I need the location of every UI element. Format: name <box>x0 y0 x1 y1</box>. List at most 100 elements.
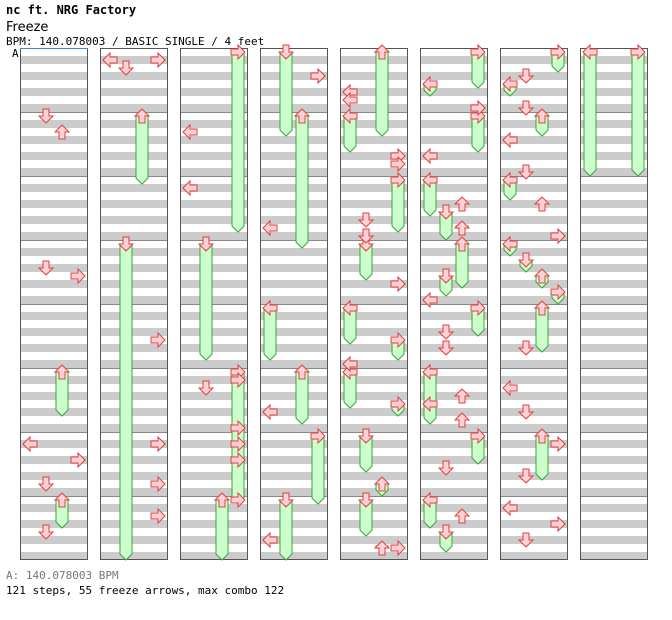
beat-stripe <box>20 168 88 176</box>
freeze-arrow-body <box>631 51 645 177</box>
bpm-marker-line <box>20 48 88 49</box>
beat-stripe <box>180 200 248 208</box>
beat-stripe <box>260 520 328 528</box>
beat-stripe <box>20 120 88 128</box>
freeze-arrow-head <box>422 363 438 381</box>
step-arrow <box>102 51 118 69</box>
freeze-arrow-body <box>311 435 325 505</box>
beat-stripe <box>580 232 648 240</box>
step-arrow <box>53 124 71 140</box>
beat-stripe <box>180 184 248 192</box>
beat-stripe <box>260 424 328 432</box>
freeze-arrow-head <box>422 171 438 189</box>
beat-stripe <box>100 104 168 112</box>
step-arrow <box>437 340 455 356</box>
beat-stripe <box>340 216 408 224</box>
beat-stripe <box>580 296 648 304</box>
freeze-arrow-head <box>197 236 215 252</box>
beat-stripe <box>180 312 248 320</box>
freeze-arrow-head <box>453 220 471 236</box>
beat-stripe <box>500 344 568 352</box>
beat-stripe <box>20 248 88 256</box>
step-arrow <box>390 275 406 293</box>
beat-stripe <box>340 200 408 208</box>
freeze-arrow-head <box>437 268 455 284</box>
beat-stripe <box>500 456 568 464</box>
beat-stripe <box>340 232 408 240</box>
beat-stripe <box>260 456 328 464</box>
beat-stripe <box>340 88 408 96</box>
beat-stripe <box>180 360 248 368</box>
beat-stripe <box>260 120 328 128</box>
freeze-arrow-head <box>373 44 391 60</box>
beat-stripe <box>340 440 408 448</box>
beat-stripe <box>420 200 488 208</box>
beat-stripe <box>260 488 328 496</box>
beat-stripe <box>260 152 328 160</box>
beat-stripe <box>260 216 328 224</box>
step-arrow <box>262 219 278 237</box>
beat-stripe <box>20 136 88 144</box>
step-arrow <box>150 435 166 453</box>
freeze-arrow-body <box>135 115 149 185</box>
beat-stripe <box>20 56 88 64</box>
beat-stripe <box>500 184 568 192</box>
beat-stripe <box>100 88 168 96</box>
freeze-arrow-head <box>53 364 71 380</box>
beat-stripe <box>500 104 568 112</box>
freeze-arrow-head <box>277 492 295 508</box>
freeze-arrow-head <box>630 43 646 61</box>
freeze-arrow-head <box>533 268 551 284</box>
freeze-arrow-head <box>117 236 135 252</box>
step-arrow <box>182 123 198 141</box>
freeze-arrow-head <box>310 427 326 445</box>
beat-stripe <box>420 56 488 64</box>
beat-stripe <box>20 72 88 80</box>
freeze-arrow-body <box>375 51 389 137</box>
beat-stripe <box>580 184 648 192</box>
beat-stripe <box>180 296 248 304</box>
beat-stripe <box>580 456 648 464</box>
beat-stripe <box>100 504 168 512</box>
beat-stripe <box>180 472 248 480</box>
beat-stripe <box>20 312 88 320</box>
step-arrow <box>550 515 566 533</box>
beat-stripe <box>500 424 568 432</box>
beat-stripe <box>180 56 248 64</box>
freeze-arrow-head <box>502 235 518 253</box>
beat-stripe <box>500 360 568 368</box>
step-arrow <box>422 147 438 165</box>
step-arrow <box>342 355 358 373</box>
beat-stripe <box>420 312 488 320</box>
beat-stripe <box>580 472 648 480</box>
freeze-arrow-head <box>342 299 358 317</box>
beat-stripe <box>580 504 648 512</box>
step-arrow <box>437 460 455 476</box>
freeze-arrow-head <box>582 43 598 61</box>
beat-stripe <box>580 552 648 560</box>
step-arrow <box>517 532 535 548</box>
beat-stripe <box>180 88 248 96</box>
beat-stripe <box>100 136 168 144</box>
beat-stripe <box>580 248 648 256</box>
beat-stripe <box>340 408 408 416</box>
freeze-arrow-body <box>119 243 133 561</box>
beat-stripe <box>100 248 168 256</box>
step-arrow <box>533 196 551 212</box>
beat-stripe <box>500 504 568 512</box>
step-arrow <box>453 412 471 428</box>
beat-stripe <box>20 392 88 400</box>
freeze-arrow-head <box>437 524 455 540</box>
beat-stripe <box>340 376 408 384</box>
beat-stripe <box>340 312 408 320</box>
beat-stripe <box>260 296 328 304</box>
beat-stripe <box>100 344 168 352</box>
beat-stripe <box>580 152 648 160</box>
freeze-arrow-head <box>357 428 375 444</box>
beat-stripe <box>100 408 168 416</box>
beat-stripe <box>500 440 568 448</box>
beat-stripe <box>500 312 568 320</box>
beat-stripe <box>580 200 648 208</box>
beat-stripe <box>260 440 328 448</box>
beat-stripe <box>420 344 488 352</box>
